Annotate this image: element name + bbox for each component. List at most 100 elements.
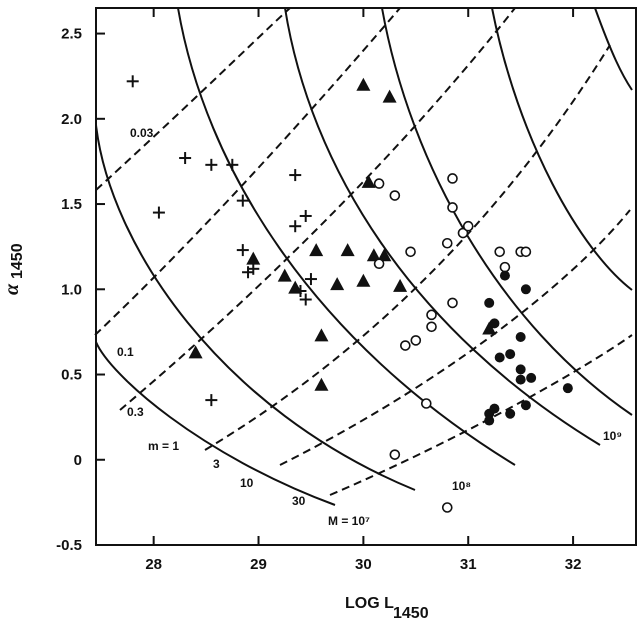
solid-curve (284, 7, 601, 446)
plus-point (226, 158, 239, 171)
triangle-point (377, 248, 392, 262)
filled-circle-point (515, 364, 526, 375)
triangle-point (314, 377, 329, 391)
plus-point (126, 75, 139, 88)
open-circle-point (426, 309, 437, 321)
open-circle-point (447, 202, 458, 213)
y-axis-title-sub: 1450 (9, 243, 26, 279)
triangle-point (309, 243, 324, 257)
dashed-curve (119, 7, 516, 411)
triangle-point (366, 248, 381, 262)
open-circle-point (389, 449, 401, 460)
x-axis-title: LOG L 1450 (345, 595, 429, 622)
dashed-curve (279, 209, 631, 466)
y-tick-label: 2.5 (61, 26, 82, 43)
open-circle-point (457, 227, 469, 239)
open-circle-point (410, 335, 422, 346)
plus-point (299, 293, 312, 306)
triangle-point (382, 89, 397, 103)
x-tick-label: 28 (145, 556, 162, 573)
triangle-point (246, 251, 261, 265)
solid-curve (95, 341, 336, 506)
open-circle-point (405, 246, 416, 258)
x-axis-title-main: LOG L (345, 595, 394, 612)
plus-point (289, 220, 302, 233)
data-points (126, 75, 573, 513)
filled-circle-point (505, 349, 516, 360)
solid-curve (491, 7, 633, 291)
curve-label: 3 (213, 457, 220, 471)
triangle-point (340, 243, 355, 257)
triangle-point (393, 278, 408, 292)
triangle-point (188, 345, 203, 359)
triangle-point (356, 273, 371, 287)
triangle-point (314, 328, 329, 342)
plus-point (289, 169, 302, 182)
y-axis-title: α 1450 (1, 243, 26, 295)
filled-circle-point (526, 372, 537, 383)
solid-curve (177, 7, 516, 466)
plus-point (299, 209, 312, 222)
open-circle-point (400, 340, 411, 351)
filled-circle-point (489, 403, 500, 414)
dashed-curve (94, 7, 401, 336)
plus-point (205, 394, 218, 407)
curve-label: 10 (240, 476, 254, 490)
curve-label: 0.1 (117, 345, 134, 359)
curve-label: 10⁸ (452, 479, 471, 493)
x-tick-label: 30 (355, 556, 372, 573)
x-tick-label: 32 (565, 556, 582, 573)
filled-circle-point (499, 270, 510, 281)
solid-curve (594, 7, 633, 91)
y-tick-label: 0.5 (61, 367, 82, 384)
filled-circle-point (515, 332, 526, 343)
dashed-curve (329, 334, 633, 496)
dashed-curve (95, 7, 291, 191)
curve-label: m = 1 (148, 439, 179, 453)
x-tick-label: 29 (250, 556, 267, 573)
triangle-point (277, 268, 292, 282)
dashed-curve (204, 44, 611, 451)
curve-labels: 0.03 0.1 0.3 m = 1 3 10 30 M = 10⁷ 10⁸ 1… (117, 126, 622, 528)
open-circle-point (420, 398, 432, 409)
y-tick-label: -0.5 (56, 537, 82, 554)
y-axis-title-main: α (1, 283, 23, 295)
filled-circle-point (520, 284, 531, 295)
filled-circle-point (484, 297, 495, 308)
curve-label: M = 10⁷ (328, 514, 370, 528)
curve-label: 0.3 (127, 405, 144, 419)
triangle-point (288, 280, 303, 294)
filled-circle-point (562, 383, 573, 394)
filled-circle-point (520, 400, 531, 411)
plus-point (236, 194, 249, 207)
plus-point (152, 206, 165, 219)
y-tick-label: 0 (74, 452, 82, 469)
triangle-point (330, 277, 345, 291)
curve-label: 10⁹ (603, 429, 622, 443)
open-circle-point (447, 297, 458, 309)
solid-curves (95, 7, 633, 506)
y-tick-label: 1.0 (61, 281, 82, 298)
x-tick-label: 31 (460, 556, 477, 573)
filled-circle-point (494, 352, 505, 363)
open-circle-point (494, 246, 505, 258)
open-circle-point (389, 190, 401, 201)
open-circle-point (462, 220, 474, 232)
plus-point (205, 158, 218, 171)
filled-circle-point (515, 374, 526, 385)
open-circle-point (426, 321, 437, 333)
triangle-point (361, 174, 376, 188)
curve-label: 30 (292, 494, 306, 508)
open-circle-point (373, 178, 385, 189)
x-axis-title-sub: 1450 (393, 605, 429, 622)
axis-ticks: 28 29 30 31 32 -0.5 0 0.5 1.0 1.5 2.0 2.5 (56, 8, 581, 573)
solid-curve (381, 7, 633, 416)
filled-circle-point (484, 415, 495, 426)
plus-point (179, 152, 192, 165)
plus-point (236, 244, 249, 257)
curve-label: 0.03 (130, 126, 154, 140)
plot-frame (95, 7, 637, 546)
triangle-point (356, 77, 371, 91)
open-circle-point (441, 237, 453, 249)
